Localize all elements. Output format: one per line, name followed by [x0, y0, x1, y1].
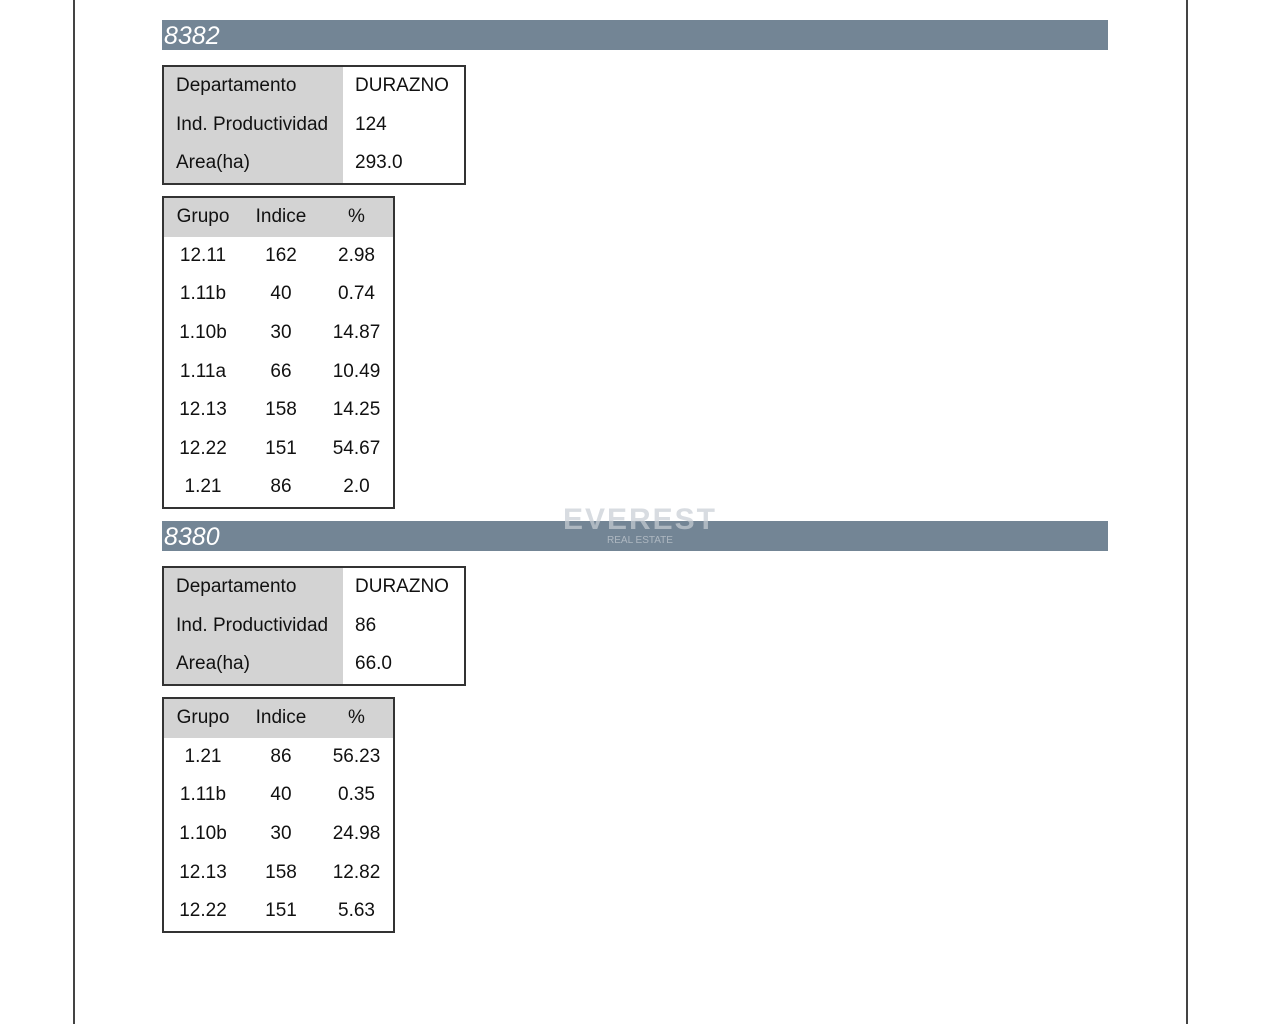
info-key: Ind. Productividad [164, 606, 343, 645]
group-cell: 12.22 [179, 437, 227, 459]
group-header-cell: Grupo [176, 707, 230, 729]
group-row: 1.10b 30 14.87 [164, 314, 393, 353]
group-cell: 1.21 [184, 745, 222, 767]
group-cell: 2.0 [343, 476, 370, 498]
page-border [73, 0, 75, 1024]
group-table: Grupo Indice% 12.11 162 2.98 1.11b 40 0.74 1.10b… [162, 196, 395, 509]
group-cell: 86 [270, 745, 292, 767]
info-value: 66.0 [355, 653, 392, 675]
group-row: 1.11b 40 0.35 [164, 776, 393, 815]
group-row: 12.13 158 12.82 [164, 853, 393, 892]
group-row: 1.11b 40 0.74 [164, 275, 393, 314]
group-cell: 24.98 [332, 823, 381, 845]
group-cell: 1.10b [179, 322, 227, 344]
info-key: Area(ha) [164, 645, 343, 684]
group-row: 1.21 86 56.23 [164, 738, 393, 777]
section-header: 8380 [162, 521, 1108, 551]
group-header-row: Grupo Indice% [164, 198, 393, 237]
info-row: Area(ha) 66.0 [164, 645, 464, 684]
group-cell: 86 [270, 476, 292, 498]
info-value: DURAZNO [355, 75, 449, 97]
group-cell: 14.87 [332, 322, 381, 344]
info-row: Departamento DURAZNO [164, 568, 464, 607]
info-table: Departamento DURAZNO Ind. Productividad 124… [162, 65, 466, 185]
info-key: Area(ha) [164, 144, 343, 183]
info-row: Ind. Productividad 124 [164, 105, 464, 144]
info-key: Departamento [164, 568, 343, 607]
group-cell: 12.22 [179, 900, 227, 922]
group-cell: 1.11b [179, 784, 227, 806]
info-table: Departamento DURAZNO Ind. Productividad 86 A… [162, 566, 466, 686]
group-cell: 151 [265, 437, 297, 459]
group-cell: 12.13 [179, 861, 227, 883]
info-row: Ind. Productividad 86 [164, 606, 464, 645]
info-row: Departamento DURAZNO [164, 67, 464, 106]
group-row: 12.11 162 2.98 [164, 237, 393, 276]
group-table: Grupo Indice% 1.21 86 56.23 1.11b 40 0.35 1.10b 3… [162, 697, 395, 933]
group-row: 1.21 86 2.0 [164, 468, 393, 507]
group-cell: 12.13 [179, 399, 227, 421]
group-cell: 1.11a [179, 360, 227, 382]
group-row: 12.13 158 14.25 [164, 391, 393, 430]
group-cell: 56.23 [332, 745, 381, 767]
watermark-title: EVEREST [562, 503, 718, 536]
group-cell: 12.11 [179, 244, 227, 266]
group-cell: 30 [270, 322, 292, 344]
group-cell: 5.63 [338, 900, 375, 922]
group-header-row: Grupo Indice% [164, 699, 393, 738]
group-row: 12.22 151 5.63 [164, 892, 393, 931]
group-header-cell: % [348, 707, 365, 729]
group-cell: 12.82 [332, 861, 381, 883]
info-value: DURAZNO [355, 576, 449, 598]
section-header: 8382 [162, 20, 1108, 50]
info-value: 124 [355, 113, 387, 135]
group-cell: 54.67 [332, 437, 381, 459]
info-row: Area(ha) 293.0 [164, 144, 464, 183]
group-cell: 10.49 [332, 360, 381, 382]
group-cell: 40 [270, 283, 292, 305]
info-key: Departamento [164, 67, 343, 106]
group-header-cell: Indice [255, 206, 307, 228]
group-cell: 151 [265, 900, 297, 922]
watermark-subtitle: REAL ESTATE [607, 535, 673, 546]
group-cell: 1.21 [184, 476, 222, 498]
group-cell: 40 [270, 784, 292, 806]
group-cell: 1.11b [179, 283, 227, 305]
group-cell: 1.10b [179, 823, 227, 845]
group-cell: 158 [265, 399, 297, 421]
group-cell: 2.98 [338, 244, 375, 266]
info-value: 293.0 [355, 152, 403, 174]
group-cell: 158 [265, 861, 297, 883]
group-header-cell: Grupo [176, 206, 230, 228]
info-key: Ind. Productividad [164, 105, 343, 144]
group-cell: 30 [270, 823, 292, 845]
info-value: 86 [355, 614, 377, 636]
group-cell: 0.35 [338, 784, 375, 806]
group-header-cell: Indice [255, 707, 307, 729]
group-cell: 0.74 [338, 283, 375, 305]
page-border [1186, 0, 1188, 1024]
group-row: 12.22 151 54.67 [164, 430, 393, 469]
group-row: 1.10b 30 24.98 [164, 815, 393, 854]
group-row: 1.11a 66 10.49 [164, 352, 393, 391]
group-header-cell: % [348, 206, 365, 228]
group-cell: 162 [265, 244, 297, 266]
group-cell: 14.25 [332, 399, 381, 421]
group-cell: 66 [270, 360, 292, 382]
